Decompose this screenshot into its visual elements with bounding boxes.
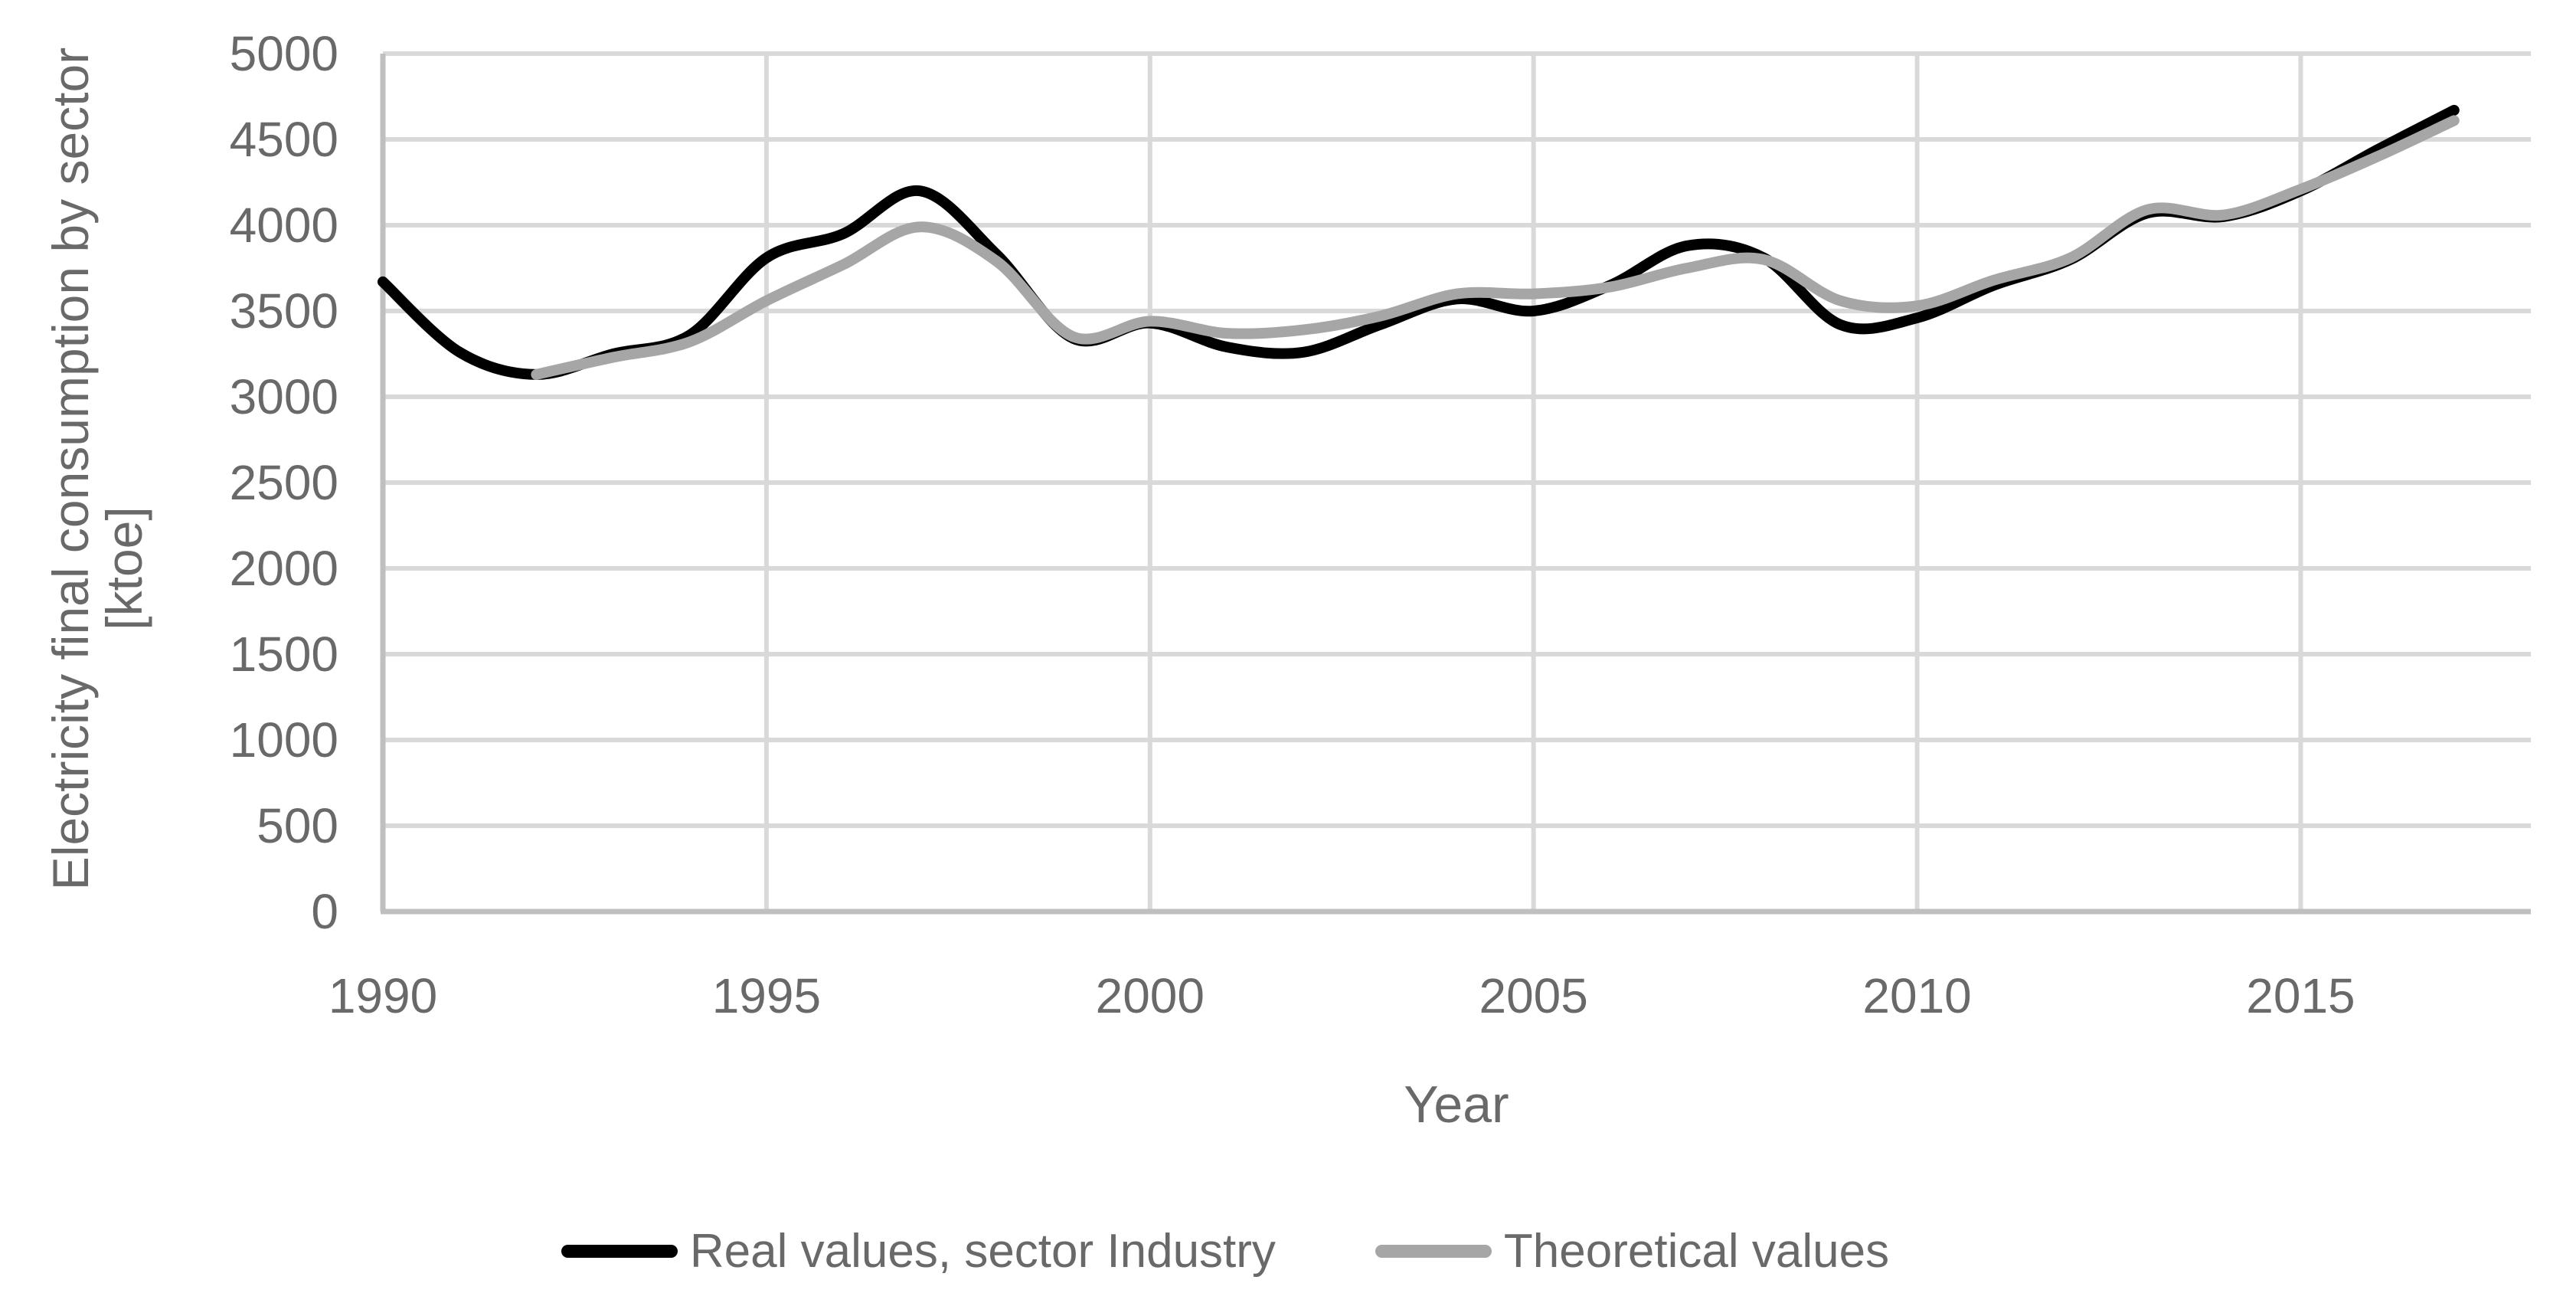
x-tick-label: 2000 bbox=[1096, 968, 1205, 1023]
legend-label-real-values: Real values, sector Industry bbox=[689, 1224, 1276, 1278]
x-tick-label: 2015 bbox=[2246, 968, 2355, 1023]
x-tick-label: 1990 bbox=[329, 968, 437, 1023]
legend-swatch-real-values bbox=[561, 1244, 678, 1258]
x-tick-label: 1995 bbox=[712, 968, 821, 1023]
y-tick-label: 3000 bbox=[230, 369, 338, 424]
y-axis-title-line2: [ktoe] bbox=[96, 506, 152, 630]
legend-item-real-values: Real values, sector Industry bbox=[561, 1224, 1276, 1278]
y-tick-label: 0 bbox=[311, 884, 338, 939]
y-tick-label: 4000 bbox=[230, 198, 338, 253]
y-tick-label: 1500 bbox=[230, 627, 338, 682]
axis-lines bbox=[380, 54, 2531, 915]
legend-label-theoretical-values: Theoretical values bbox=[1503, 1224, 1890, 1278]
series-paths bbox=[378, 104, 2460, 380]
x-tick-label: 2010 bbox=[1862, 968, 1971, 1023]
legend: Real values, sector Industry Theoretical… bbox=[230, 1216, 2221, 1285]
y-tick-label: 2500 bbox=[230, 455, 338, 510]
tick-labels: 0 500 1000 1500 2000 2500 3000 3500 4000 4500 5000… bbox=[230, 26, 2355, 1023]
y-tick-label: 4500 bbox=[230, 112, 338, 167]
x-axis-title: Year bbox=[1404, 1075, 1509, 1134]
legend-swatch-theoretical-values bbox=[1375, 1244, 1492, 1258]
y-tick-label: 1000 bbox=[230, 712, 338, 768]
x-tick-label: 2005 bbox=[1479, 968, 1587, 1023]
y-tick-label: 500 bbox=[257, 798, 338, 853]
gridlines bbox=[383, 51, 2531, 912]
legend-item-theoretical-values: Theoretical values bbox=[1375, 1224, 1889, 1278]
y-tick-label: 2000 bbox=[230, 541, 338, 596]
y-tick-label: 5000 bbox=[230, 26, 338, 81]
series-line-theoretical-values bbox=[531, 115, 2460, 380]
y-tick-label: 3500 bbox=[230, 283, 338, 339]
y-axis-title-line1: Electricity final consumption by sector bbox=[42, 47, 99, 891]
